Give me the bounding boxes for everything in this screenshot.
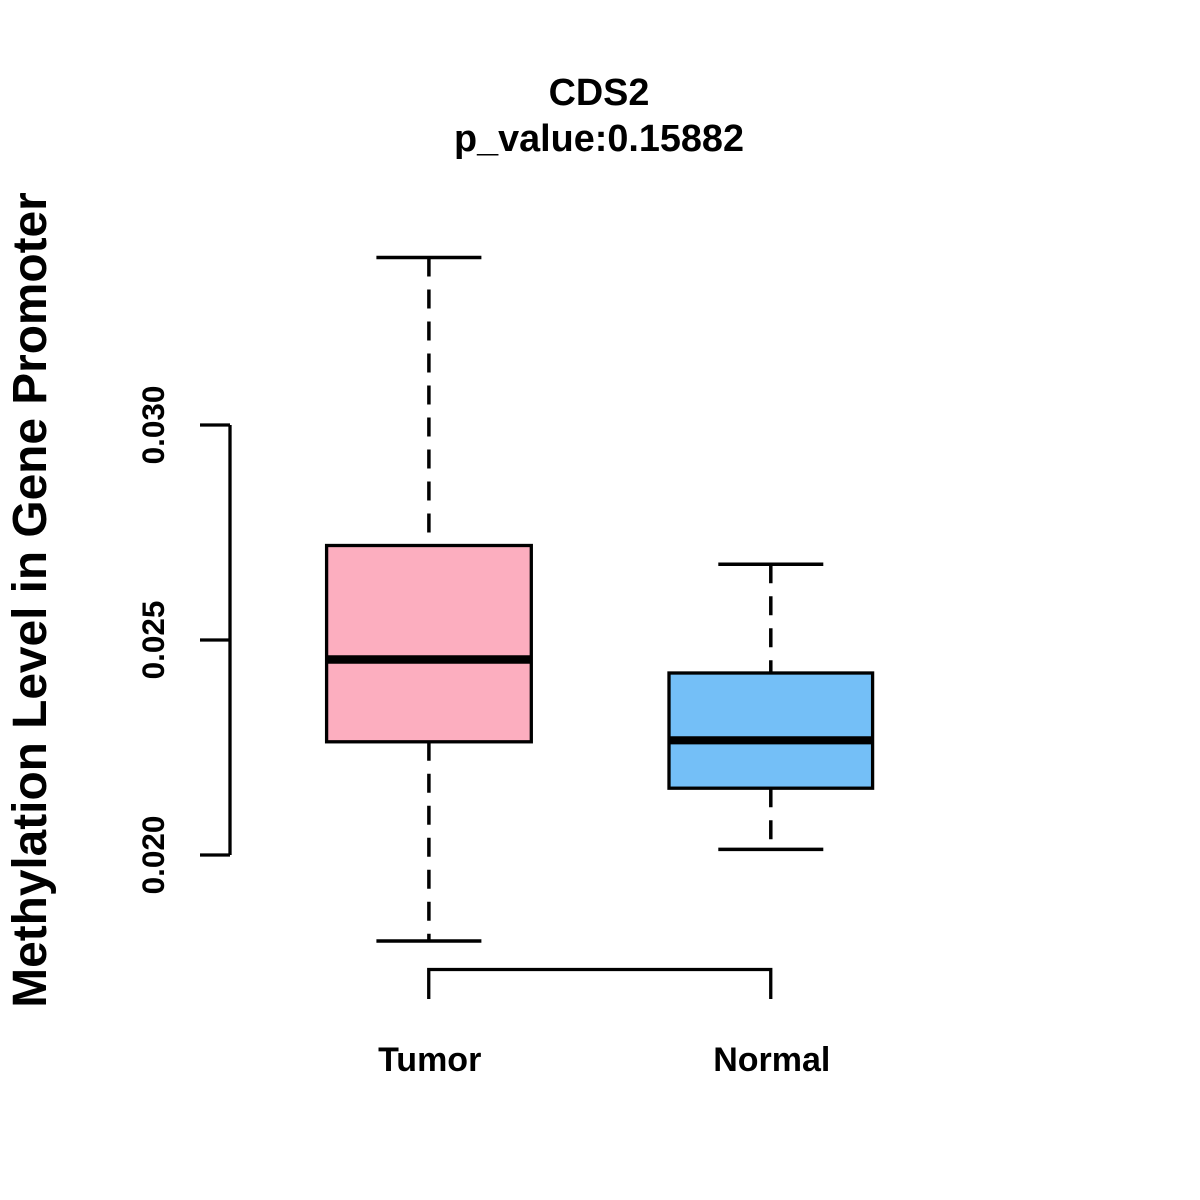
svg-text:Methylation Level in Gene Prom: Methylation Level in Gene Promoter bbox=[4, 192, 57, 1007]
svg-text:Tumor: Tumor bbox=[378, 1041, 481, 1079]
svg-text:0.020: 0.020 bbox=[135, 816, 171, 895]
svg-text:p_value:0.15882: p_value:0.15882 bbox=[454, 118, 744, 160]
svg-text:0.025: 0.025 bbox=[135, 601, 171, 680]
svg-text:0.030: 0.030 bbox=[135, 386, 171, 465]
svg-text:Normal: Normal bbox=[713, 1041, 830, 1079]
svg-text:CDS2: CDS2 bbox=[549, 72, 650, 114]
